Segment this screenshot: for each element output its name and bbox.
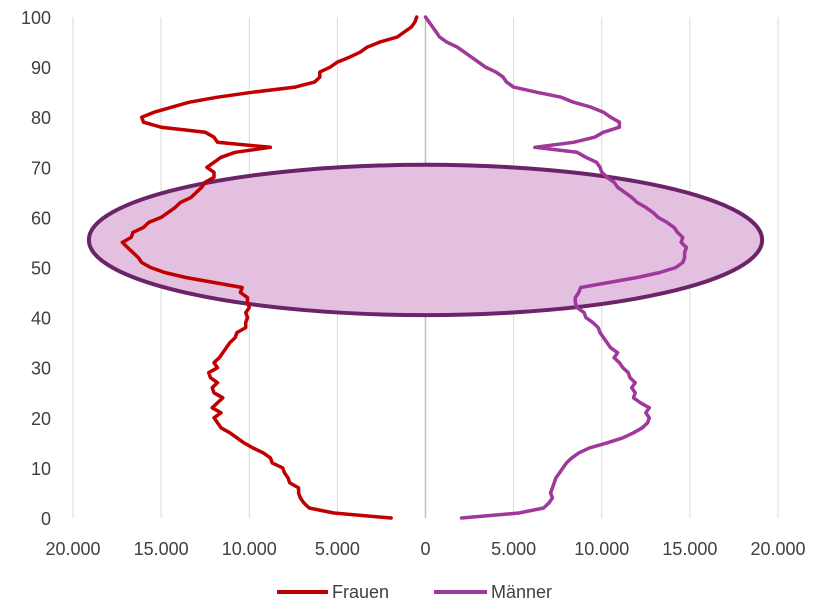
y-axis-tick-labels: 0 10 20 30 40 50 60 70 80 90 100 <box>21 8 51 529</box>
highlight-ellipse-layer <box>86 162 765 318</box>
y-tick-label: 70 <box>31 158 51 178</box>
legend-label: Männer <box>491 582 552 602</box>
x-tick-label: 15.000 <box>134 539 189 559</box>
x-tick-label: 10.000 <box>222 539 277 559</box>
x-tick-label: 20.000 <box>750 539 805 559</box>
y-tick-label: 40 <box>31 309 51 329</box>
x-tick-label: 15.000 <box>662 539 717 559</box>
y-tick-label: 60 <box>31 208 51 228</box>
legend-item-maenner: Männer <box>434 582 552 602</box>
series-line-maenner <box>423 15 689 520</box>
legend: Frauen Männer <box>277 582 552 602</box>
x-tick-label: 20.000 <box>45 539 100 559</box>
x-axis-tick-labels: 20.000 15.000 10.000 5.000 0 5.000 10.000 15.00… <box>45 539 805 559</box>
y-tick-label: 20 <box>31 409 51 429</box>
series-line-frauen <box>120 15 419 520</box>
y-tick-label: 30 <box>31 359 51 379</box>
x-tick-label: 5.000 <box>491 539 536 559</box>
y-tick-label: 90 <box>31 58 51 78</box>
y-tick-label: 10 <box>31 459 51 479</box>
x-tick-label: 10.000 <box>574 539 629 559</box>
y-tick-label: 0 <box>41 509 51 529</box>
y-tick-label: 80 <box>31 108 51 128</box>
y-tick-label: 50 <box>31 259 51 279</box>
x-tick-label: 0 <box>420 539 430 559</box>
x-tick-label: 5.000 <box>315 539 360 559</box>
y-tick-label: 100 <box>21 8 51 28</box>
legend-item-frauen: Frauen <box>277 582 389 602</box>
legend-label: Frauen <box>332 582 389 602</box>
highlight-ellipse <box>86 162 765 318</box>
series-layer <box>120 15 689 520</box>
